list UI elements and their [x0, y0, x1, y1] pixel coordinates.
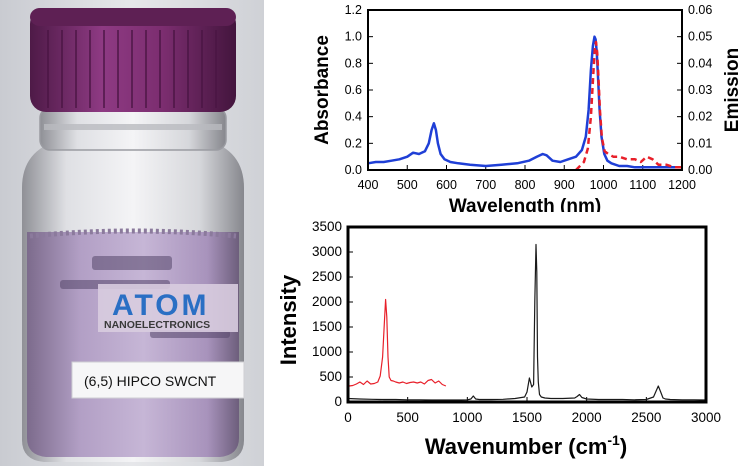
- y-tick-label: 0.8: [345, 56, 362, 70]
- x-tick-label: 1100: [629, 178, 656, 192]
- raman-x-axis-title-sup: -1: [607, 432, 620, 448]
- series-line-1: [349, 298, 447, 387]
- raman-tick-labels: 0 500 1000 1500 2000 2500 3000 0 500 1000 1500 2000…: [312, 219, 721, 425]
- absorbance-emission-chart: 400 500 600 700 800 900 1000 1100 1200 0.0 0.2 0.4 0…: [312, 3, 743, 212]
- x-tick-label: 900: [554, 178, 575, 192]
- logo-brand: ATOM: [112, 289, 210, 322]
- x-tick-label: 600: [436, 178, 457, 192]
- y2-tick-label: 0.06: [688, 3, 712, 17]
- raman-x-axis-title-main: Wavenumber (cm: [425, 434, 608, 459]
- y-tick-label: 1000: [312, 344, 342, 359]
- x-tick-label: 400: [358, 178, 379, 192]
- uvvis-ticks: [367, 9, 683, 171]
- uvvis-series: [367, 35, 682, 171]
- y-tick-label: 2500: [312, 269, 342, 284]
- y2-tick-label: 0.05: [688, 30, 712, 44]
- logo-subtitle: NANOELECTRONICS: [104, 319, 210, 331]
- neck-ridge: [44, 124, 222, 130]
- raman-plot-frame: [346, 225, 708, 404]
- y-tick-label: 0.2: [345, 136, 362, 150]
- vial-photo: ATOM NANOELECTRONICS (6,5) HIPCO SWCNT: [0, 0, 264, 466]
- y-tick-label: 1500: [312, 319, 342, 334]
- y-tick-label: 3000: [312, 244, 342, 259]
- x-tick-label: 1000: [452, 410, 482, 425]
- series-line-0: [367, 35, 682, 169]
- x-tick-label: 800: [515, 178, 536, 192]
- y-tick-label: 0.6: [345, 83, 362, 97]
- x-tick-label: 0: [344, 410, 352, 425]
- x-tick-label: 2000: [572, 410, 602, 425]
- y2-tick-label: 0.03: [688, 83, 712, 97]
- series-line-1: [575, 40, 682, 171]
- y-tick-label: 1.2: [345, 3, 362, 17]
- cap-grip-ridges: [47, 30, 217, 108]
- y-tick-label: 1.0: [345, 30, 362, 44]
- x-tick-label: 500: [397, 178, 418, 192]
- logo-panel: [98, 284, 238, 332]
- x-tick-label: 2500: [631, 410, 661, 425]
- x-tick-label: 700: [475, 178, 496, 192]
- y2-tick-label: 0.02: [688, 110, 712, 124]
- meniscus-bubbles: [29, 228, 237, 239]
- raman-chart: 0 500 1000 1500 2000 2500 3000 0 500 1000 1500 2000…: [278, 219, 721, 459]
- y2-tick-label: 0.00: [688, 163, 712, 177]
- raman-series: [347, 243, 707, 401]
- x-tick-label: 1500: [512, 410, 542, 425]
- uvvis-y-axis-title: Absorbance: [312, 35, 333, 145]
- uvvis-plot-frame: [367, 9, 683, 171]
- y-tick-label: 0: [334, 394, 342, 409]
- y-tick-label: 500: [319, 369, 342, 384]
- uvvis-tick-labels: 400 500 600 700 800 900 1000 1100 1200 0.0 0.2 0.4 0…: [345, 3, 713, 192]
- uvvis-x-axis-title: Wavelength (nm): [449, 196, 601, 212]
- x-tick-label: 1000: [590, 178, 618, 192]
- y-tick-label: 2000: [312, 294, 342, 309]
- x-tick-label: 3000: [691, 410, 721, 425]
- raman-x-axis-title-end: ): [620, 434, 627, 459]
- series-line-0: [347, 243, 707, 401]
- x-tick-label: 1200: [668, 178, 696, 192]
- raman-x-axis-title: Wavenumber (cm-1): [425, 432, 627, 459]
- bottle-label: [71, 361, 245, 399]
- cap-top-rim: [30, 8, 236, 26]
- raman-y-axis-title: Intensity: [278, 274, 301, 365]
- bottle-label-text: (6,5) HIPCO SWCNT: [84, 373, 217, 389]
- y2-tick-label: 0.01: [688, 136, 712, 150]
- y-tick-label: 0.0: [345, 163, 362, 177]
- y-tick-label: 3500: [312, 219, 342, 234]
- y-tick-label: 0.4: [345, 110, 362, 124]
- x-tick-label: 500: [396, 410, 419, 425]
- raman-ticks: [347, 226, 707, 403]
- y2-tick-label: 0.04: [688, 56, 712, 70]
- uvvis-y2-axis-title: Emission: [722, 48, 743, 132]
